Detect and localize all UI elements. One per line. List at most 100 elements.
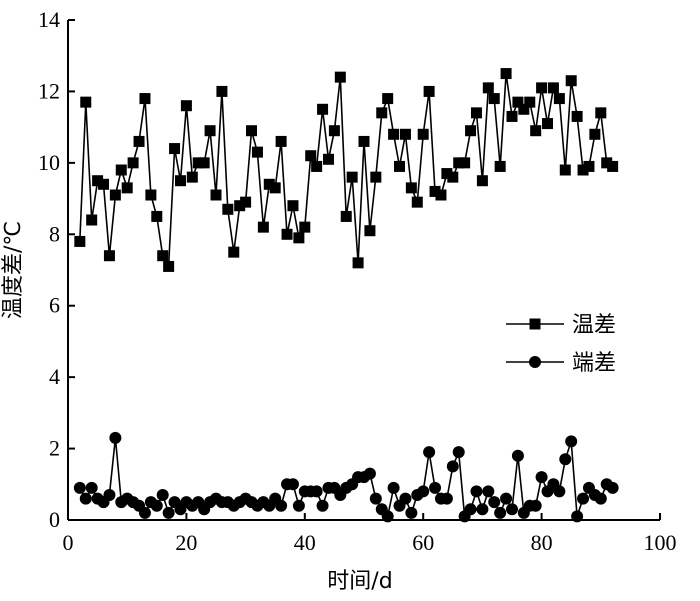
x-tick-label: 0 [63,530,74,555]
y-axis-label: 温度差/℃ [1,221,26,319]
data-point [186,171,198,183]
data-point [192,157,204,169]
legend-label: 温差 [572,313,616,338]
data-point [441,168,453,180]
data-point [452,446,465,459]
x-tick-label: 20 [175,530,197,555]
data-point [417,485,430,498]
data-point [488,93,500,105]
data-point [180,100,192,112]
data-point [494,160,506,172]
y-tick-label: 12 [38,78,60,103]
x-tick-label: 40 [294,530,316,555]
data-point [162,506,175,519]
data-point [133,135,145,147]
data-point [109,189,121,201]
data-point [121,182,133,194]
x-axis-label: 时间/d [327,569,392,594]
data-point [553,485,566,498]
legend-label: 端差 [572,351,616,376]
data-point [169,143,181,155]
data-point [553,93,565,105]
data-point [299,221,311,233]
y-tick-label: 14 [38,7,60,32]
data-point [79,492,92,505]
data-point [103,489,116,501]
data-point [317,103,329,115]
data-point [583,160,595,172]
data-point [328,125,340,137]
data-point [346,171,358,183]
data-point [322,153,334,165]
data-point [382,93,394,105]
data-point [440,492,453,505]
data-point [429,481,442,494]
data-point [109,431,122,444]
data-point [246,125,258,137]
data-point [506,503,518,516]
data-point [482,82,494,94]
data-point [470,107,482,119]
data-point [394,160,406,172]
data-point [73,481,86,494]
data-point [150,499,163,512]
legend-marker [529,356,541,368]
data-point [151,210,163,222]
x-tick-label: 100 [644,530,677,555]
data-point [85,481,98,494]
data-point [251,146,263,158]
data-point [363,467,376,480]
data-point [529,499,542,512]
data-point [464,503,477,516]
y-tick-label: 2 [49,436,60,461]
data-point [292,499,305,512]
legend-marker [529,318,541,330]
data-point [577,164,589,176]
data-point [411,196,423,208]
data-point [447,171,459,183]
data-point [310,485,323,498]
legend-item: 端差 [506,351,616,376]
data-point [405,182,417,194]
data-point [535,471,548,484]
data-point [376,107,388,119]
data-point [423,446,436,459]
data-point [606,481,619,494]
data-point [334,71,346,83]
data-point [488,496,501,509]
data-point [595,107,607,119]
y-tick-label: 8 [49,221,60,246]
data-point [139,93,151,105]
y-axis: 0 2 4 6 8 10 12 14 [38,7,75,532]
data-point [381,510,394,523]
data-point [311,160,323,172]
x-axis: 0 20 40 60 80 100 [63,513,677,555]
y-tick-label: 0 [49,507,60,532]
y-tick-label: 4 [49,364,60,389]
data-point [542,118,554,130]
data-point [435,189,447,201]
data-point [222,203,234,215]
data-point [269,182,281,194]
y-tick-label: 6 [49,293,60,318]
data-point [287,200,299,212]
data-point [518,103,530,115]
data-point [399,492,412,505]
data-point [571,510,584,523]
data-point [174,175,186,187]
y-tick-label: 10 [38,150,60,175]
data-point [494,506,507,519]
data-point [145,189,157,201]
data-point [399,128,411,140]
data-point [240,196,252,208]
data-point [470,485,483,498]
data-point [429,185,441,197]
legend-item: 温差 [506,313,616,338]
data-point [500,68,512,80]
data-point [446,460,459,473]
data-point [565,75,577,87]
data-point [388,128,400,140]
